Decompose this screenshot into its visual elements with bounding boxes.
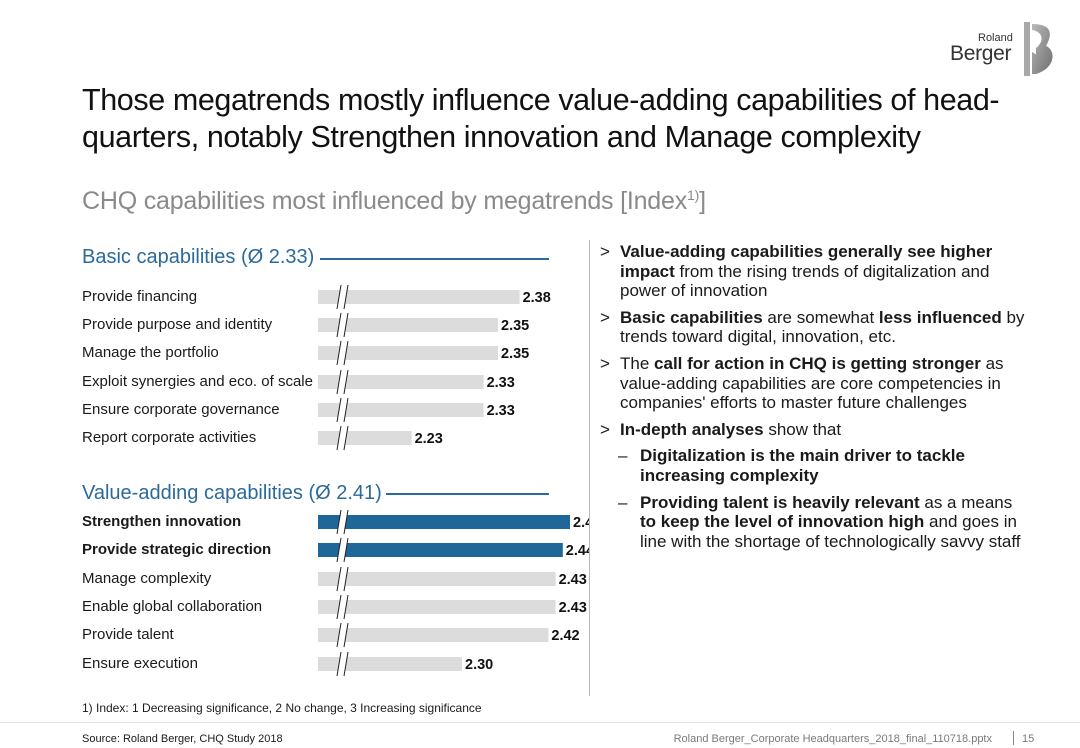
bar-value-adding-1 <box>318 543 563 557</box>
value-row-label: Manage complexity <box>82 570 212 587</box>
value-row-label: Ensure execution <box>82 655 198 672</box>
bullet-3: > The call for action in CHQ is getting s… <box>600 354 1030 413</box>
dash-marker-icon: – <box>618 446 628 466</box>
sub-bullet-2: – Providing talent is heavily relevant as… <box>600 493 1030 552</box>
bar-value-label: 2.23 <box>415 431 443 447</box>
bullet-bold: In-depth analyses <box>620 419 764 439</box>
axis-break-icon <box>336 566 349 592</box>
basic-capabilities-title: Basic capabilities (Ø 2.33) <box>82 246 315 268</box>
bullet-text: The <box>620 353 655 373</box>
bar-value-label: 2.43 <box>559 600 587 616</box>
bullet-bold: to keep the level of innovation high <box>640 512 925 532</box>
basic-row-label: Ensure corporate governance <box>82 401 280 418</box>
bullet-bold: Basic capabilities <box>620 307 763 327</box>
bullet-bold: call for action in CHQ is getting strong… <box>654 353 981 373</box>
subtitle-text: CHQ capabilities most influenced by mega… <box>82 187 687 215</box>
bullet-marker-icon: > <box>600 242 610 261</box>
basic-capabilities-rule <box>320 258 549 260</box>
bullet-1: > Value-adding capabilities generally see… <box>600 242 1030 301</box>
axis-break-icon <box>336 312 349 338</box>
bar-basic-5 <box>318 431 412 445</box>
page-number: 15 <box>1022 733 1035 745</box>
value-row-label: Provide talent <box>82 626 174 643</box>
basic-row-label: Provide financing <box>82 288 198 305</box>
bar-basic-4 <box>318 403 484 417</box>
bar-basic-0 <box>318 290 520 304</box>
subtitle-footnote-ref: 1) <box>687 187 700 203</box>
bullet-text: as value-adding capabilities are core co… <box>620 353 1004 413</box>
bullet-text: show that <box>763 419 842 439</box>
bullet-text: as a means <box>919 492 1013 512</box>
bullet-bold: Providing talent is heavily relevant <box>640 492 920 512</box>
column-divider <box>589 240 590 696</box>
bullet-text: by trends toward digital, innovation, et… <box>620 307 1025 347</box>
basic-row-label: Manage the portfolio <box>82 344 219 361</box>
bullet-bold: Digitalization is the main driver to tac… <box>640 446 965 485</box>
bar-value-label: 2.30 <box>465 657 493 673</box>
capabilities-bar-chart: 2.38 2.35 2.35 2.33 2.33 2.23 2.45 2.44 2.43 2.43… <box>318 284 590 677</box>
axis-break-icon <box>336 537 349 563</box>
axis-break-icon <box>336 425 349 451</box>
bar-value-adding-2 <box>318 572 556 586</box>
source-note: Source: Roland Berger, CHQ Study 2018 <box>82 733 283 745</box>
footnote: 1) Index: 1 Decreasing significance, 2 N… <box>82 701 482 715</box>
bar-value-label: 2.44 <box>566 543 590 559</box>
axis-break-icon <box>336 509 349 535</box>
value-adding-capabilities-rule <box>386 493 549 495</box>
bar-value-adding-0 <box>318 515 570 529</box>
basic-row-label: Report corporate activities <box>82 429 257 446</box>
value-row-label: Provide strategic direction <box>82 541 272 558</box>
basic-row-label: Provide purpose and identity <box>82 316 273 333</box>
bullet-bold: less influenced <box>878 307 1002 327</box>
bullet-text: and goes in line with the shortage of te… <box>640 512 1021 551</box>
bullet-bold: Value-adding capabilities generally see … <box>620 242 993 281</box>
logo-text-small: Roland <box>978 32 1013 44</box>
basic-row-label: Exploit synergies and eco. of scale <box>82 373 313 390</box>
bar-value-adding-3 <box>318 600 556 614</box>
bullet-text: from the rising trends of digitalization… <box>620 261 990 301</box>
roland-berger-logo: Roland Berger <box>950 22 1060 78</box>
bar-value-label: 2.38 <box>523 290 551 306</box>
bullet-4: > In-depth analyses show that <box>600 420 1030 440</box>
value-row-label: Enable global collaboration <box>82 598 263 615</box>
key-findings: > Value-adding capabilities generally see… <box>600 242 1030 558</box>
bar-value-adding-5 <box>318 657 462 671</box>
bullet-marker-icon: > <box>600 353 610 373</box>
bar-value-label: 2.35 <box>501 346 529 362</box>
bullet-2: > Basic capabilities are somewhat less in… <box>600 308 1030 347</box>
logo-b-mark-icon <box>1024 22 1053 76</box>
axis-break-icon <box>336 284 349 310</box>
subtitle-close: ] <box>699 187 706 215</box>
bar-basic-1 <box>318 318 498 332</box>
bar-value-label: 2.45 <box>573 515 590 531</box>
bar-value-label: 2.42 <box>551 628 579 644</box>
footer-rule <box>0 722 1080 723</box>
axis-break-icon <box>336 340 349 366</box>
bar-value-label: 2.35 <box>501 318 529 334</box>
bar-value-label: 2.33 <box>487 375 515 391</box>
file-name: Roland Berger_Corporate Headquarters_201… <box>673 733 992 745</box>
logo-text-big: Berger <box>950 42 1012 65</box>
bullet-marker-icon: > <box>600 419 610 439</box>
sub-bullet-1: – Digitalization is the main driver to ta… <box>600 446 1030 485</box>
axis-break-icon <box>336 651 349 677</box>
slide-title: Those megatrends mostly influence value-… <box>82 83 1000 154</box>
bar-value-label: 2.33 <box>487 403 515 419</box>
page-separator <box>1013 731 1014 745</box>
bar-value-adding-4 <box>318 628 549 642</box>
slide-subtitle: CHQ capabilities most influenced by mega… <box>82 187 706 216</box>
bar-value-label: 2.43 <box>559 572 587 588</box>
axis-break-icon <box>336 369 349 395</box>
axis-break-icon <box>336 397 349 423</box>
bullet-marker-icon: > <box>600 307 610 327</box>
bullet-text: are somewhat <box>762 307 879 327</box>
bar-basic-2 <box>318 346 498 360</box>
bar-basic-3 <box>318 375 484 389</box>
axis-break-icon <box>336 594 349 620</box>
dash-marker-icon: – <box>618 492 628 512</box>
value-row-label: Strengthen innovation <box>82 513 242 530</box>
axis-break-icon <box>336 622 349 648</box>
value-adding-capabilities-title: Value-adding capabilities (Ø 2.41) <box>82 482 382 504</box>
